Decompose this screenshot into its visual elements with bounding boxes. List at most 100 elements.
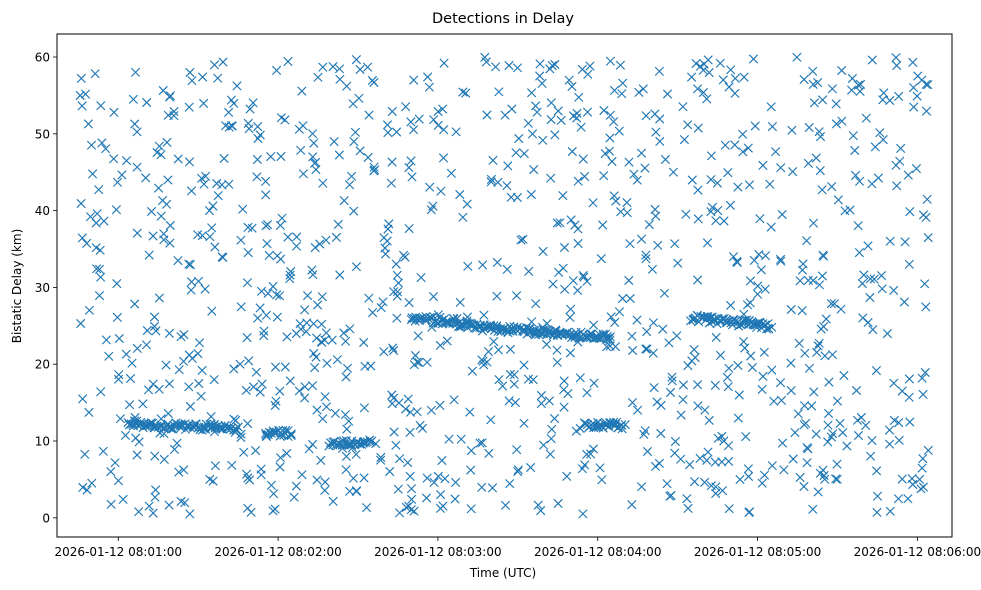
data-point — [642, 446, 653, 457]
data-point — [151, 326, 161, 336]
data-point — [685, 459, 695, 470]
data-point — [426, 205, 436, 215]
data-point — [577, 64, 587, 75]
data-point — [253, 313, 263, 323]
data-point — [75, 90, 85, 101]
data-point — [157, 195, 168, 206]
data-point — [797, 265, 808, 275]
data-point — [404, 297, 414, 308]
data-point — [307, 439, 318, 450]
data-point — [582, 449, 592, 460]
data-point — [827, 350, 838, 360]
data-point — [479, 310, 489, 320]
data-point — [403, 394, 413, 404]
data-point — [127, 358, 137, 368]
data-point — [641, 111, 651, 121]
data-point — [405, 427, 415, 438]
data-point — [282, 448, 292, 459]
data-point — [369, 165, 380, 175]
data-point — [450, 477, 461, 488]
data-point — [488, 155, 498, 166]
data-point — [662, 479, 672, 489]
data-point — [210, 461, 221, 471]
data-point — [94, 264, 105, 274]
data-point — [605, 110, 616, 120]
data-point — [842, 441, 852, 451]
data-point — [903, 494, 913, 504]
data-point — [795, 472, 805, 483]
data-point — [467, 366, 478, 376]
data-point — [466, 465, 476, 475]
data-point — [96, 387, 106, 397]
data-point — [799, 481, 809, 492]
data-point — [490, 62, 501, 72]
data-point — [885, 506, 895, 516]
data-point — [392, 270, 402, 280]
data-point — [689, 344, 699, 355]
data-point — [327, 335, 337, 345]
data-point — [302, 290, 313, 301]
data-point — [552, 218, 562, 228]
data-point — [492, 257, 502, 268]
data-point — [283, 232, 293, 242]
data-point — [173, 154, 183, 164]
data-point — [200, 171, 211, 181]
data-point — [475, 438, 485, 448]
data-point — [648, 348, 658, 358]
data-point — [818, 465, 828, 475]
data-point — [698, 87, 709, 98]
data-point — [132, 228, 142, 238]
data-point — [767, 461, 777, 471]
data-point — [629, 169, 639, 179]
data-point — [394, 508, 405, 518]
data-point — [455, 189, 465, 200]
data-point — [304, 444, 314, 454]
data-point — [535, 71, 545, 81]
data-point — [560, 284, 570, 294]
data-point — [142, 325, 152, 336]
data-point — [679, 134, 690, 145]
data-point — [827, 181, 837, 192]
data-point — [593, 421, 604, 431]
data-point — [711, 488, 721, 499]
data-point — [640, 163, 650, 173]
data-point — [200, 284, 210, 294]
data-point — [196, 391, 206, 401]
data-point — [251, 367, 262, 377]
x-tick-label: 2026-01-12 08:02:00 — [214, 545, 341, 559]
data-point — [351, 262, 362, 272]
data-point — [904, 374, 915, 384]
data-point — [235, 359, 245, 369]
data-point — [559, 376, 569, 386]
data-point — [917, 373, 927, 383]
data-point — [478, 356, 488, 366]
data-point — [524, 266, 534, 277]
data-point — [911, 163, 922, 174]
data-point — [702, 455, 712, 466]
data-point — [519, 418, 529, 428]
data-point — [334, 150, 345, 160]
data-point — [831, 474, 841, 484]
data-point — [241, 385, 251, 396]
data-point — [921, 212, 931, 223]
data-point — [132, 450, 142, 460]
data-point — [820, 474, 830, 484]
data-point — [523, 118, 534, 128]
data-point — [896, 143, 906, 154]
data-point — [112, 278, 122, 289]
data-point — [808, 66, 818, 76]
data-point — [529, 164, 539, 175]
data-point — [892, 60, 902, 71]
data-point — [511, 148, 521, 158]
data-point — [359, 337, 369, 348]
data-point — [321, 402, 332, 412]
data-point — [169, 106, 179, 117]
data-point — [808, 218, 819, 228]
data-point — [832, 396, 843, 406]
data-point — [339, 195, 349, 206]
data-point — [389, 427, 399, 437]
data-point — [854, 176, 865, 186]
data-point — [912, 91, 922, 101]
data-point — [754, 249, 764, 260]
